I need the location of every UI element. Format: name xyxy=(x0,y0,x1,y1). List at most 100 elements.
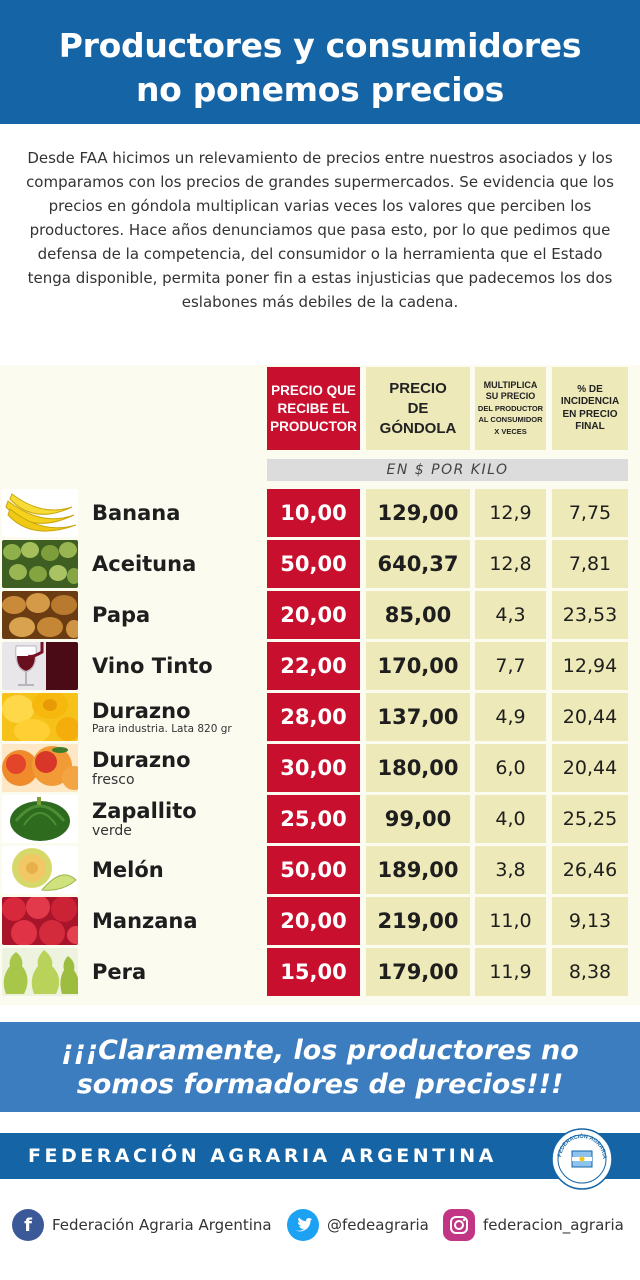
gondola-price-cell: 137,00 xyxy=(366,693,470,741)
product-name: Durazno fresco xyxy=(92,744,191,792)
instagram-handle: federacion_agraria xyxy=(483,1216,624,1234)
product-name: Vino Tinto xyxy=(92,642,213,690)
potato-image xyxy=(2,591,78,639)
header-producer-line: RECIBE EL xyxy=(277,400,350,416)
incidence-cell: 20,44 xyxy=(552,744,628,792)
gondola-price-cell: 189,00 xyxy=(366,846,470,894)
multiplier-cell: 7,7 xyxy=(475,642,546,690)
producer-price-cell: 50,00 xyxy=(267,540,360,588)
gondola-price-cell: 640,37 xyxy=(366,540,470,588)
gondola-price-cell: 219,00 xyxy=(366,897,470,945)
gondola-price-cell: 99,00 xyxy=(366,795,470,843)
instagram-icon xyxy=(443,1209,475,1241)
peach-image xyxy=(2,744,78,792)
federation-bar: FEDERACIÓN AGRARIA ARGENTINA xyxy=(0,1133,640,1179)
header-inc-line: % DE xyxy=(577,383,603,395)
apple-image xyxy=(2,897,78,945)
product-subtitle: Para industria. Lata 820 gr xyxy=(92,722,232,735)
table-row: Manzana 20,00 219,00 11,0 9,13 xyxy=(0,897,640,945)
incidence-cell: 8,38 xyxy=(552,948,628,996)
gondola-price-cell: 179,00 xyxy=(366,948,470,996)
product-name: Manzana xyxy=(92,897,198,945)
product-title: Aceituna xyxy=(92,552,197,576)
header-inc-line: FINAL xyxy=(575,421,605,432)
page-title: Productores y consumidores no ponemos pr… xyxy=(0,24,640,112)
twitter-link[interactable]: @fedeagraria xyxy=(287,1208,429,1242)
header-gondola-price: PRECIO DE GÓNDOLA xyxy=(366,367,470,450)
header-mult-line: SU PRECIO xyxy=(485,391,536,402)
title-line-2: no ponemos precios xyxy=(135,70,505,109)
header-mult-line: AL CONSUMIDOR xyxy=(478,415,543,425)
conclusion-line-2: somos formadores de precios!!! xyxy=(76,1069,564,1100)
incidence-cell: 23,53 xyxy=(552,591,628,639)
twitter-handle: @fedeagraria xyxy=(327,1216,429,1234)
product-name: Pera xyxy=(92,948,146,996)
product-title: Pera xyxy=(92,960,147,984)
product-name: Melón xyxy=(92,846,164,894)
header-inc-line: EN PRECIO xyxy=(562,408,618,420)
header-gondola-line: PRECIO xyxy=(389,379,447,397)
header-gondola-line: GÓNDOLA xyxy=(379,419,457,437)
conclusion-line-1: ¡¡¡Claramente, los productores no xyxy=(61,1035,579,1066)
header-producer-line: PRECIO QUE xyxy=(271,382,356,398)
table-row: Papa 20,00 85,00 4,3 23,53 xyxy=(0,591,640,639)
multiplier-cell: 12,8 xyxy=(475,540,546,588)
product-subtitle: verde xyxy=(92,823,132,839)
table-row: Pera 15,00 179,00 11,9 8,38 xyxy=(0,948,640,996)
incidence-cell: 7,81 xyxy=(552,540,628,588)
product-title: Zapallito xyxy=(92,799,197,823)
instagram-link[interactable]: federacion_agraria xyxy=(443,1208,624,1242)
header-banner: Productores y consumidores no ponemos pr… xyxy=(0,0,640,124)
incidence-cell: 26,46 xyxy=(552,846,628,894)
producer-price-cell: 20,00 xyxy=(267,591,360,639)
facebook-link[interactable]: f Federación Agraria Argentina xyxy=(12,1208,272,1242)
incidence-cell: 20,44 xyxy=(552,693,628,741)
product-name: Durazno Para industria. Lata 820 gr xyxy=(92,693,232,741)
product-title: Banana xyxy=(92,501,181,525)
product-title: Vino Tinto xyxy=(92,654,213,678)
producer-price-cell: 20,00 xyxy=(267,897,360,945)
title-line-1: Productores y consumidores xyxy=(58,26,582,65)
producer-price-cell: 28,00 xyxy=(267,693,360,741)
multiplier-cell: 6,0 xyxy=(475,744,546,792)
header-gondola-line: DE xyxy=(407,399,429,417)
melon-image xyxy=(2,846,78,894)
product-title: Manzana xyxy=(92,909,198,933)
product-title: Durazno xyxy=(92,748,191,772)
red-wine-image xyxy=(2,642,78,690)
incidence-cell: 7,75 xyxy=(552,489,628,537)
table-row: Aceituna 50,00 640,37 12,8 7,81 xyxy=(0,540,640,588)
table-row: Zapallito verde 25,00 99,00 4,0 25,25 xyxy=(0,795,640,843)
federation-name: FEDERACIÓN AGRARIA ARGENTINA xyxy=(28,1145,497,1167)
table-row: Durazno Para industria. Lata 820 gr 28,0… xyxy=(0,693,640,741)
product-title: Papa xyxy=(92,603,151,627)
producer-price-cell: 25,00 xyxy=(267,795,360,843)
producer-price-cell: 10,00 xyxy=(267,489,360,537)
incidence-cell: 12,94 xyxy=(552,642,628,690)
header-mult-line: X VECES xyxy=(494,426,527,436)
table-row: Durazno fresco 30,00 180,00 6,0 20,44 xyxy=(0,744,640,792)
canned-peach-image xyxy=(2,693,78,741)
federation-logo: FEDERACIÓN AGRARIA ARGENTINA xyxy=(549,1124,613,1190)
multiplier-cell: 4,3 xyxy=(475,591,546,639)
product-name: Aceituna xyxy=(92,540,196,588)
producer-price-cell: 15,00 xyxy=(267,948,360,996)
product-name: Banana xyxy=(92,489,180,537)
twitter-icon xyxy=(287,1209,319,1241)
table-row: Banana 10,00 129,00 12,9 7,75 xyxy=(0,489,640,537)
conclusion-text: ¡¡¡Claramente, los productores no somos … xyxy=(0,1034,640,1102)
multiplier-cell: 3,8 xyxy=(475,846,546,894)
incidence-cell: 9,13 xyxy=(552,897,628,945)
olive-image xyxy=(2,540,78,588)
product-name: Papa xyxy=(92,591,150,639)
table-row: Melón 50,00 189,00 3,8 26,46 xyxy=(0,846,640,894)
header-mult-line: MULTIPLICA xyxy=(483,379,538,390)
multiplier-cell: 4,9 xyxy=(475,693,546,741)
product-subtitle: fresco xyxy=(92,772,135,788)
product-name: Zapallito verde xyxy=(92,795,197,843)
header-multiplier: MULTIPLICA SU PRECIO DEL PRODUCTOR AL CO… xyxy=(475,367,546,450)
header-producer-line: PRODUCTOR xyxy=(270,418,357,434)
multiplier-cell: 12,9 xyxy=(475,489,546,537)
gondola-price-cell: 180,00 xyxy=(366,744,470,792)
